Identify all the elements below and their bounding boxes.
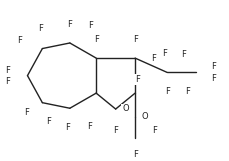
Text: F: F: [38, 24, 43, 33]
Text: F: F: [211, 74, 215, 82]
Text: F: F: [185, 87, 190, 96]
Text: F: F: [87, 122, 92, 131]
Text: O: O: [122, 104, 129, 113]
Text: F: F: [133, 150, 138, 159]
Text: F: F: [152, 126, 157, 135]
Text: F: F: [67, 20, 72, 29]
Text: F: F: [211, 62, 215, 71]
Text: F: F: [5, 77, 10, 86]
Text: F: F: [46, 117, 51, 126]
Text: F: F: [24, 108, 29, 117]
Text: F: F: [135, 75, 140, 84]
Text: F: F: [5, 66, 10, 75]
Text: F: F: [133, 35, 138, 44]
Text: F: F: [88, 21, 93, 30]
Text: F: F: [151, 54, 156, 63]
Text: F: F: [94, 35, 99, 44]
Text: F: F: [113, 126, 118, 135]
Text: F: F: [165, 87, 170, 96]
Text: O: O: [142, 112, 148, 121]
Text: F: F: [17, 36, 22, 45]
Text: F: F: [181, 50, 186, 59]
Text: F: F: [162, 49, 167, 58]
Text: F: F: [65, 123, 70, 132]
